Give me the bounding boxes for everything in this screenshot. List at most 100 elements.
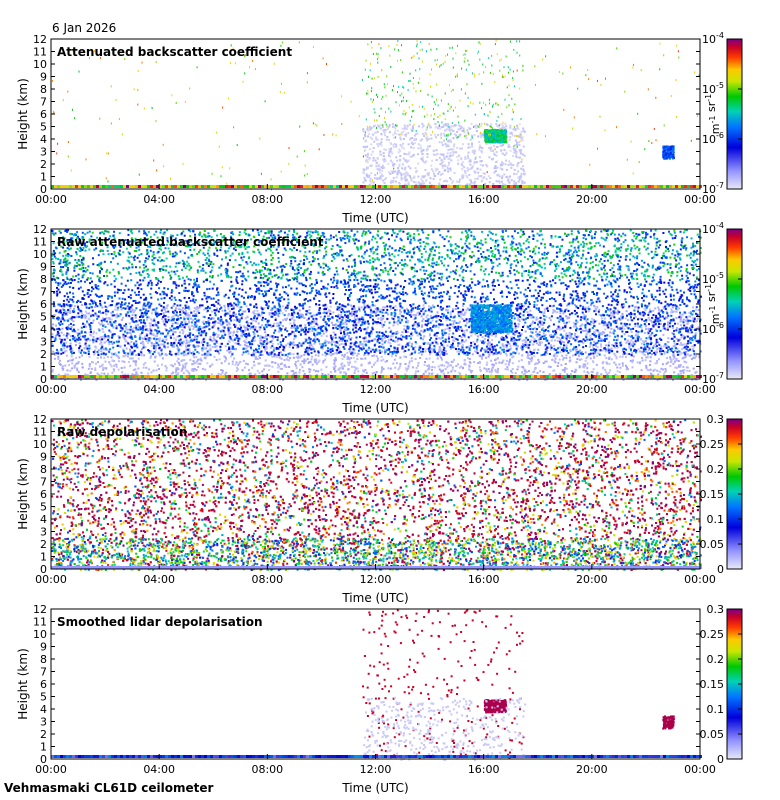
colorbar-tick-label: 0.3 xyxy=(707,413,725,426)
x-tick-label: 00:00 xyxy=(684,573,716,586)
panel-title: Raw attenuated backscatter coefficient xyxy=(57,235,324,249)
y-tick-label: 4 xyxy=(40,323,47,336)
y-tick-label: 7 xyxy=(40,476,47,489)
y-tick-label: 2 xyxy=(40,728,47,741)
y-tick-label: 5 xyxy=(40,501,47,514)
y-tick-label: 8 xyxy=(40,653,47,666)
y-tick-label: 11 xyxy=(33,616,47,629)
y-tick-label: 8 xyxy=(40,273,47,286)
y-tick-label: 6 xyxy=(40,488,47,501)
x-tick-label: 16:00 xyxy=(468,193,500,206)
y-axis-label: Height (km) xyxy=(16,458,30,529)
x-axis-label: Time (UTC) xyxy=(341,781,408,795)
x-tick-label: 00:00 xyxy=(35,383,67,396)
y-tick-label: 6 xyxy=(40,298,47,311)
x-tick-label: 12:00 xyxy=(360,573,392,586)
colorbar: 0 0.05 0.1 0.15 0.2 0.25 0.3 xyxy=(700,603,743,766)
y-tick-label: 5 xyxy=(40,121,47,134)
y-tick-label: 11 xyxy=(33,426,47,439)
x-tick-label: 16:00 xyxy=(468,383,500,396)
y-tick-label: 7 xyxy=(40,96,47,109)
x-axis-label: Time (UTC) xyxy=(341,401,408,415)
colorbar-unit: m-1 sr-1 xyxy=(704,284,722,324)
colorbar: 00.050.10.150.20.250.3 xyxy=(700,413,743,576)
panel-title: Attenuated backscatter coefficient xyxy=(57,45,292,59)
x-axis-label: Time (UTC) xyxy=(341,591,408,605)
x-axis-label: Time (UTC) xyxy=(341,211,408,225)
x-tick-label: 20:00 xyxy=(576,383,608,396)
colorbar-tick-label: 10-5 xyxy=(702,271,724,286)
y-tick-label: 11 xyxy=(33,46,47,59)
y-tick-label: 5 xyxy=(40,691,47,704)
y-tick-label: 3 xyxy=(40,336,47,349)
x-tick-label: 12:00 xyxy=(360,763,392,776)
y-tick-label: 3 xyxy=(40,716,47,729)
colorbar-tick-label: 0.2 xyxy=(707,653,725,666)
x-tick-label: 08:00 xyxy=(251,763,283,776)
y-tick-label: 9 xyxy=(40,451,47,464)
colorbar-tick-label: 0.25 xyxy=(700,438,725,451)
y-tick-label: 9 xyxy=(40,261,47,274)
x-tick-label: 12:00 xyxy=(360,383,392,396)
x-tick-label: 08:00 xyxy=(251,573,283,586)
colorbar-tick-label: 0.15 xyxy=(700,488,725,501)
y-tick-label: 11 xyxy=(33,236,47,249)
y-tick-label: 4 xyxy=(40,133,47,146)
x-tick-label: 04:00 xyxy=(143,573,175,586)
panel-title: Raw depolarisation xyxy=(57,425,187,439)
x-tick-label: 20:00 xyxy=(576,763,608,776)
y-tick-label: 4 xyxy=(40,703,47,716)
colorbar-tick-label: 0.2 xyxy=(707,463,725,476)
colorbar-tick-label: 0.15 xyxy=(700,678,725,691)
y-tick-label: 12 xyxy=(33,223,47,236)
y-tick-label: 5 xyxy=(40,311,47,324)
colorbar-tick-label: 0.25 xyxy=(700,628,725,641)
y-tick-label: 10 xyxy=(33,438,47,451)
y-tick-label: 6 xyxy=(40,108,47,121)
y-tick-label: 1 xyxy=(40,171,47,184)
colorbar-unit: m-1 sr-1 xyxy=(704,94,722,134)
colorbar-tick-label: 10-5 xyxy=(702,81,724,96)
y-tick-label: 10 xyxy=(33,248,47,261)
y-tick-label: 7 xyxy=(40,666,47,679)
y-tick-label: 3 xyxy=(40,526,47,539)
colorbar-tick-label: 0.05 xyxy=(700,728,725,741)
colorbar-tick-label: 10-4 xyxy=(702,221,724,236)
x-tick-label: 20:00 xyxy=(576,573,608,586)
x-tick-label: 00:00 xyxy=(684,763,716,776)
x-tick-label: 16:00 xyxy=(468,573,500,586)
y-tick-label: 10 xyxy=(33,628,47,641)
colorbar-tick-label: 0.1 xyxy=(707,703,725,716)
colorbar-tick-label: 0 xyxy=(717,753,724,766)
y-tick-label: 1 xyxy=(40,551,47,564)
colorbar: 10-710-610-510-4m-1 sr-1 xyxy=(702,31,742,196)
colorbar: 10-710-610-510-4m-1 sr-1 xyxy=(702,221,742,386)
y-tick-label: 12 xyxy=(33,603,47,616)
x-tick-label: 04:00 xyxy=(143,193,175,206)
y-tick-label: 10 xyxy=(33,58,47,71)
y-tick-label: 3 xyxy=(40,146,47,159)
x-tick-label: 16:00 xyxy=(468,763,500,776)
colorbar-tick-label: 10-4 xyxy=(702,31,724,46)
y-tick-label: 6 xyxy=(40,678,47,691)
x-tick-label: 00:00 xyxy=(35,763,67,776)
colorbar-tick-label: 0.1 xyxy=(707,513,725,526)
colorbar-tick-label: 0.3 xyxy=(707,603,725,616)
x-tick-label: 00:00 xyxy=(35,573,67,586)
colorbar-tick-label: 10-7 xyxy=(702,181,724,196)
x-tick-label: 04:00 xyxy=(143,763,175,776)
x-tick-label: 08:00 xyxy=(251,193,283,206)
y-axis-label: Height (km) xyxy=(16,648,30,719)
y-tick-label: 9 xyxy=(40,641,47,654)
x-tick-label: 12:00 xyxy=(360,193,392,206)
y-tick-label: 1 xyxy=(40,741,47,754)
y-axis-label: Height (km) xyxy=(16,268,30,339)
y-tick-label: 12 xyxy=(33,413,47,426)
x-tick-label: 08:00 xyxy=(251,383,283,396)
plot-area xyxy=(51,609,700,759)
